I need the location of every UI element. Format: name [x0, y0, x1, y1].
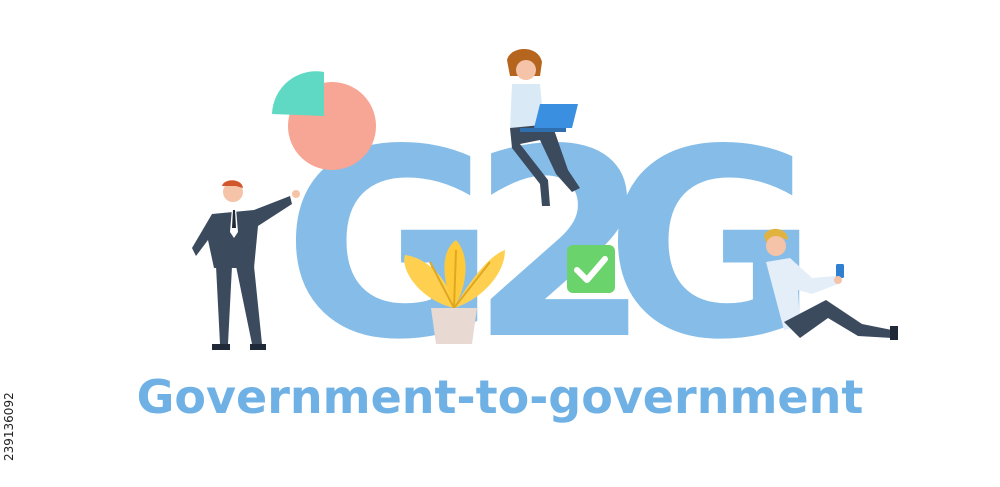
caption-text: Government-to-government: [136, 370, 864, 424]
pie-chart-icon: [272, 71, 376, 170]
letter-g-right: G: [605, 95, 818, 397]
man-with-phone-figure: [764, 228, 898, 340]
man-standing-figure: [192, 180, 300, 350]
stock-image-id: 239136092: [2, 392, 16, 462]
laptop-icon: [520, 104, 578, 132]
letter-two: 2: [470, 95, 651, 397]
woman-with-laptop-figure: [507, 49, 580, 206]
phone-icon: [836, 264, 844, 278]
check-mark-icon: [567, 245, 615, 293]
plant-icon: [404, 240, 505, 344]
